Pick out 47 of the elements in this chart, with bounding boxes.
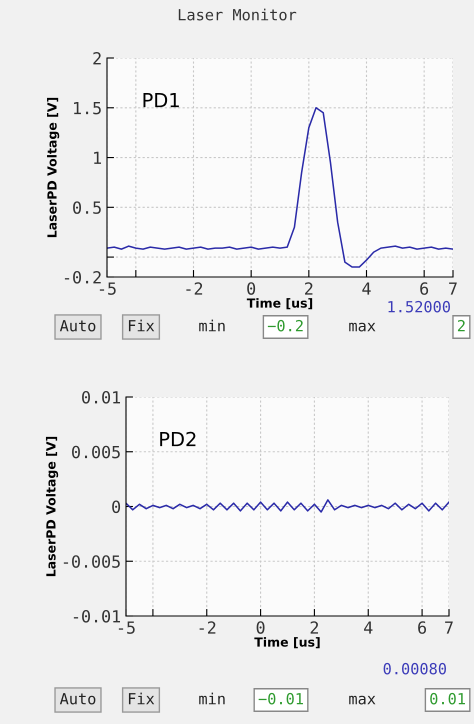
x-tick-label: 2 bbox=[305, 282, 312, 295]
y-tick-label: -0.2 bbox=[64, 271, 101, 284]
annotation: PD2 bbox=[160, 432, 196, 446]
y-tick-label: -0.005 bbox=[64, 555, 120, 568]
text: Fix bbox=[128, 320, 154, 332]
annotation: PD1 bbox=[144, 92, 179, 108]
text: −0.2 bbox=[268, 320, 303, 332]
y-tick-label: 0.5 bbox=[73, 201, 101, 214]
text: −0.01 bbox=[258, 692, 303, 704]
x-axis-title: Time [us] bbox=[246, 298, 312, 310]
x-tick-label: 2 bbox=[310, 621, 318, 634]
text: Auto bbox=[60, 693, 96, 704]
x-tick-label: 6 bbox=[418, 621, 426, 634]
text: 0.01 bbox=[430, 692, 465, 704]
x-tick-label: 7 bbox=[449, 282, 457, 295]
x-tick-label: 7 bbox=[445, 621, 453, 634]
text: max bbox=[349, 322, 376, 332]
text: 2 bbox=[458, 320, 465, 332]
x-tick-label: 0 bbox=[247, 282, 256, 295]
y-tick-label: 1 bbox=[94, 152, 102, 164]
y-tick-label: 2 bbox=[93, 52, 101, 64]
x-tick-label: 4 bbox=[364, 621, 372, 634]
x-tick-label: -2 bbox=[200, 621, 216, 634]
text: min bbox=[199, 692, 225, 704]
x-tick-label: 4 bbox=[362, 282, 371, 295]
text: Auto bbox=[60, 320, 96, 332]
y-tick-label: 1.5 bbox=[74, 102, 101, 114]
text: min bbox=[199, 320, 225, 332]
text: max bbox=[349, 696, 376, 704]
y-tick-label: 0.005 bbox=[72, 446, 120, 458]
text: Fix bbox=[128, 692, 154, 704]
line-series bbox=[107, 107, 453, 268]
text: 0.00080 bbox=[384, 662, 446, 674]
y-axis-title: LaserPD Voltage [V] bbox=[47, 98, 60, 238]
y-tick-label: 0 bbox=[112, 500, 120, 514]
x-tick-label: 0 bbox=[256, 621, 265, 634]
x-tick-label: -5 bbox=[118, 621, 135, 634]
line-series bbox=[126, 499, 449, 513]
x-axis-title: Time [us] bbox=[254, 637, 320, 648]
text: 1.52000 bbox=[388, 300, 450, 312]
x-tick-label: -2 bbox=[186, 282, 202, 295]
y-tick-label: 0.01 bbox=[82, 391, 120, 404]
chart-title: Laser Monitor bbox=[178, 8, 296, 20]
y-tick-label: -0.01 bbox=[74, 610, 120, 623]
x-tick-label: -5 bbox=[100, 282, 116, 295]
x-tick-label: 6 bbox=[420, 282, 428, 295]
y-axis-title: LaserPD Voltage [V] bbox=[46, 436, 58, 576]
